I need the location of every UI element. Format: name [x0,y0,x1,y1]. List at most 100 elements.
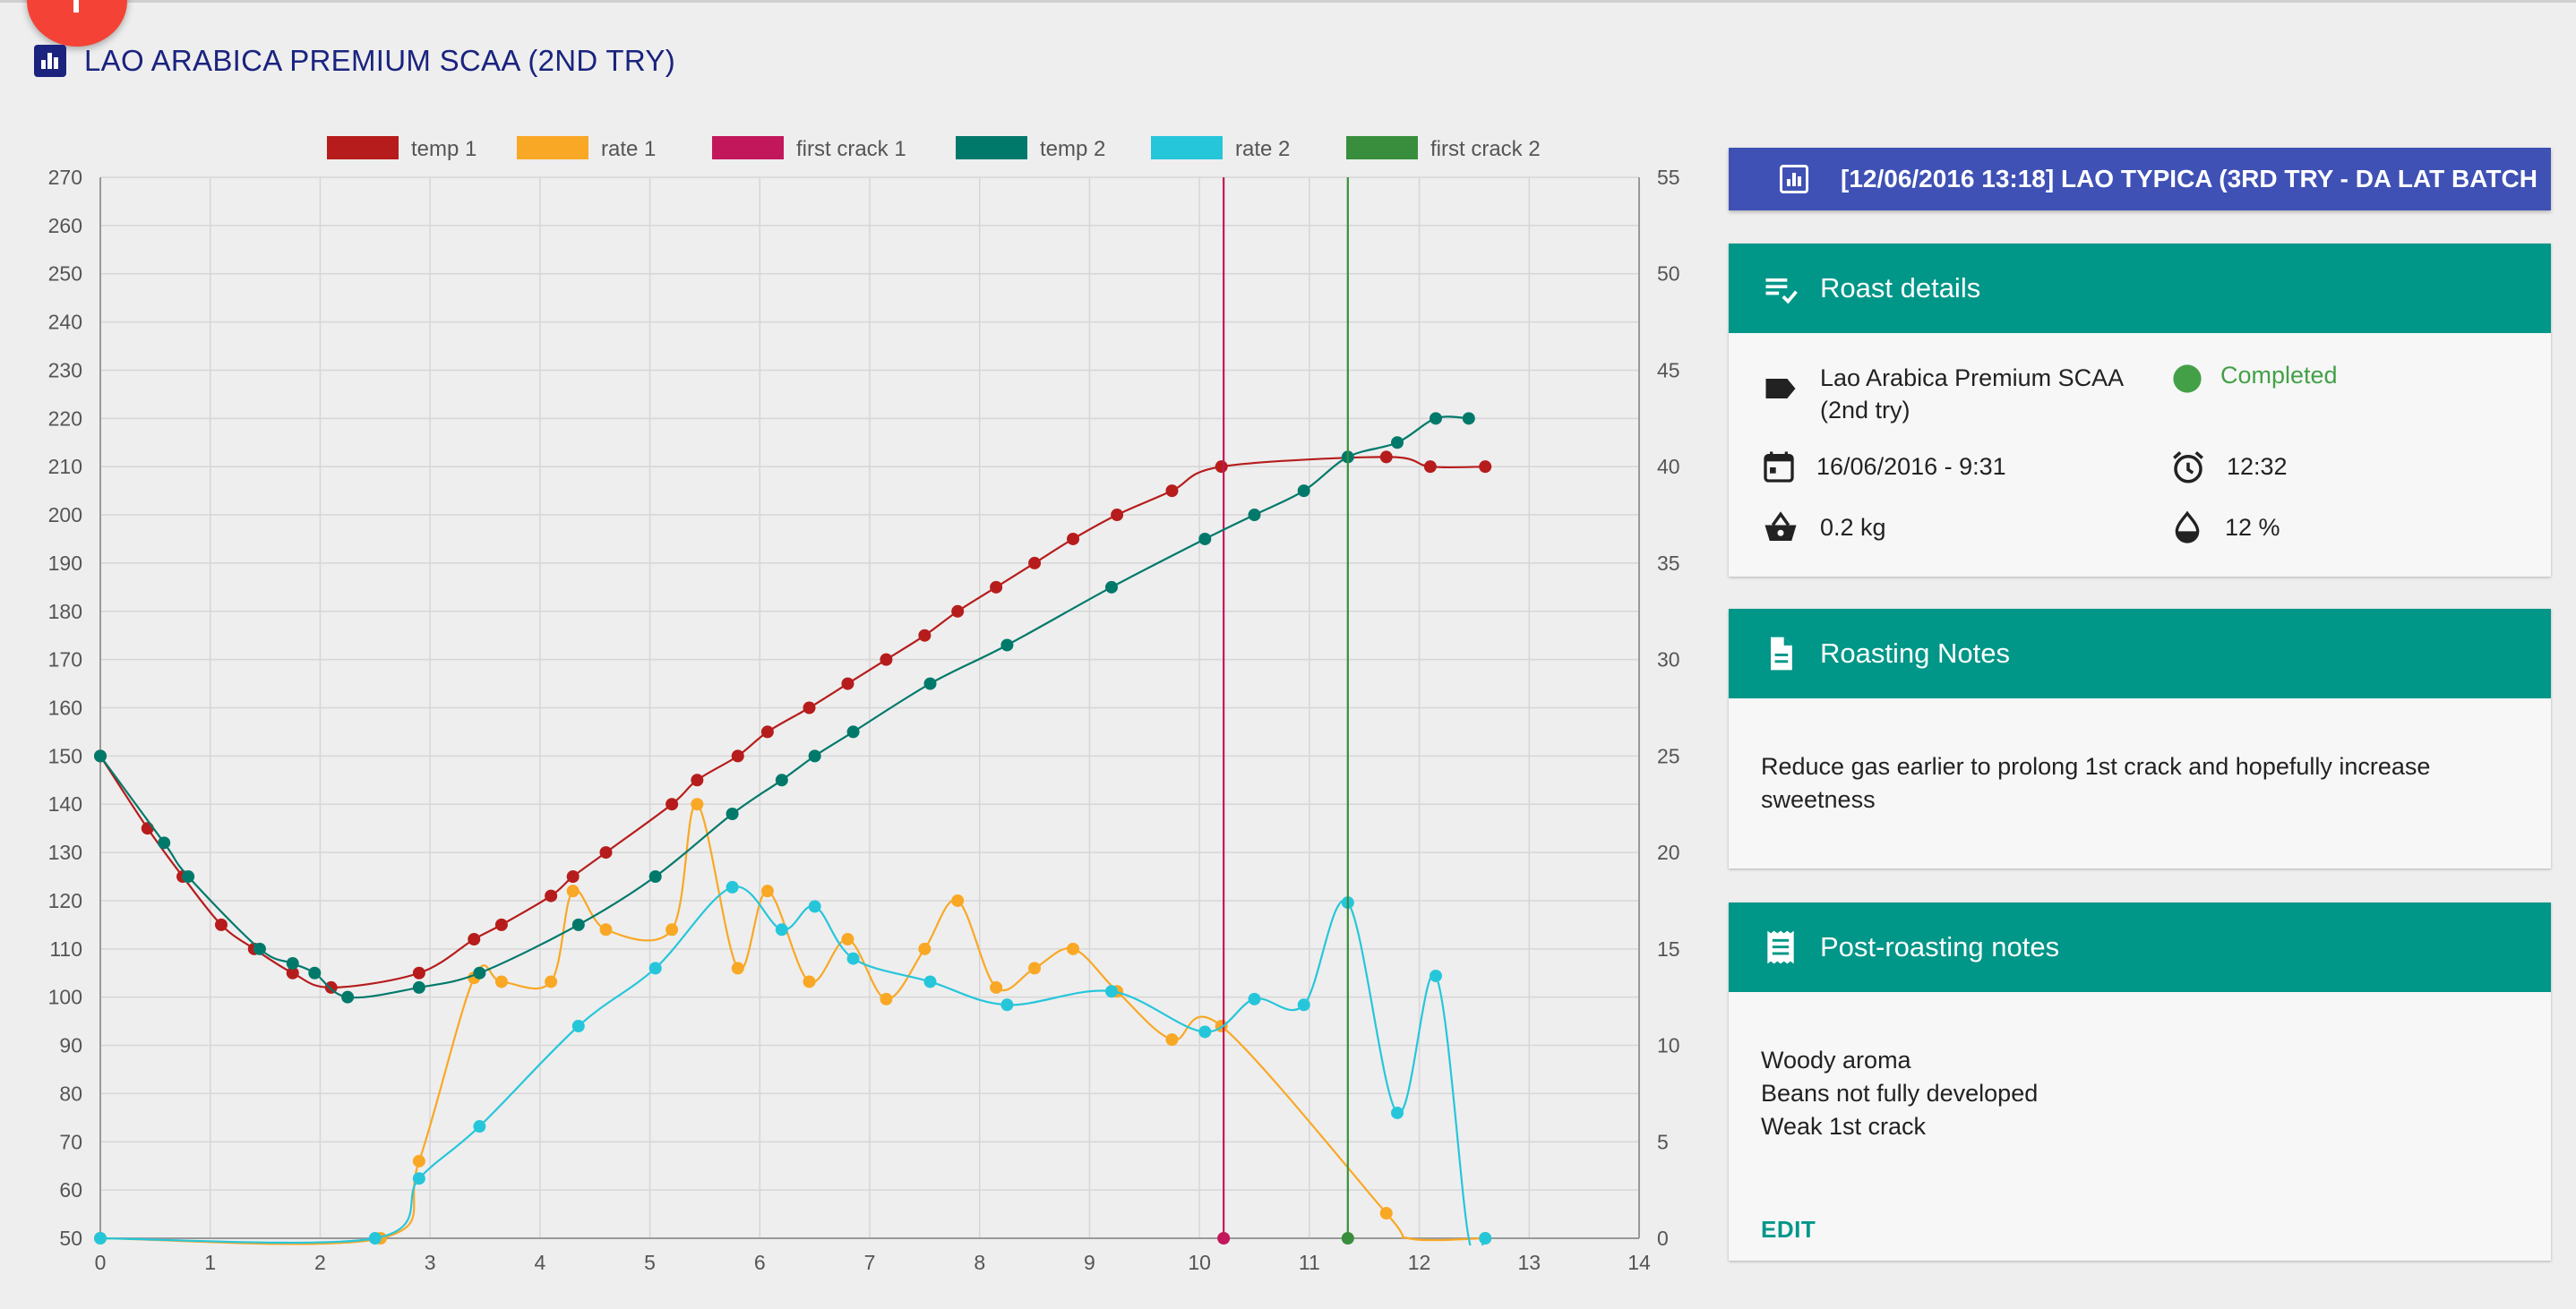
data-point-temp-2 [286,956,299,970]
post-roasting-notes-card: Post-roasting notes Woody aroma Beans no… [1729,903,2551,1261]
data-point-rate-2 [1248,992,1261,1005]
y-left-tick-label: 110 [49,937,82,961]
x-tick-label: 9 [1084,1251,1095,1274]
legend-item: temp 1 [327,136,477,161]
legend-label: rate 1 [601,137,656,161]
data-point-rate-1 [951,894,965,907]
y-left-tick-label: 220 [48,406,82,430]
data-point-rate-1 [566,885,580,898]
y-left-tick-label: 140 [48,792,82,816]
status-dot-icon [2173,364,2202,393]
data-point-temp-1 [691,774,704,787]
x-tick-label: 4 [534,1251,545,1274]
data-point-temp-2 [473,966,486,980]
y-left-tick-label: 130 [48,841,82,864]
data-point-rate-1 [760,885,774,898]
bar-chart-icon [1780,165,1808,193]
data-point-rate-2 [412,1172,425,1185]
roasting-notes-line2: sweetness [1761,786,1876,813]
data-point-temp-2 [158,836,171,850]
series-line-temp-1 [100,456,1486,989]
data-point-rate-2 [648,962,662,975]
data-point-rate-1 [412,1154,425,1168]
basket-icon [1765,511,1797,541]
data-point-rate-2 [1479,1232,1492,1245]
legend-item: first crack 2 [1346,136,1541,161]
bean-row: Lao Arabica Premium SCAA (2nd try) [1761,362,2124,426]
marker-point-first-crack-2 [1341,1232,1354,1245]
y-left-tick-label: 210 [48,455,82,478]
data-point-temp-1 [731,749,744,763]
data-point-rate-2 [1391,1106,1404,1119]
data-point-rate-2 [775,923,788,937]
y-right-tick-label: 5 [1657,1130,1669,1153]
legend-item: rate 2 [1151,136,1290,161]
data-point-rate-1 [918,942,932,955]
data-point-rate-1 [880,992,893,1005]
data-point-temp-1 [599,846,613,860]
edit-notes-button[interactable]: EDIT [1761,1216,1816,1243]
y-left-tick-label: 90 [59,1034,82,1057]
playlist-check-icon [1765,278,1798,304]
chart-series [94,177,1492,1245]
bean-name-line1: Lao Arabica Premium SCAA [1820,364,2125,391]
bean-name-line2: (2nd try) [1820,397,1911,424]
legend-label: temp 2 [1040,137,1105,161]
data-point-temp-2 [1429,412,1442,425]
data-point-rate-2 [726,880,739,894]
add-roast-button[interactable] [27,0,127,47]
chart-grid [99,176,1640,1239]
legend-item: rate 1 [517,136,656,161]
data-point-temp-2 [94,749,107,763]
data-point-temp-1 [468,933,481,946]
data-point-rate-1 [731,962,744,975]
y-left-tick-label: 170 [48,648,82,672]
label-icon [1765,379,1796,398]
y-left-tick-label: 250 [48,262,82,286]
data-point-rate-1 [1028,962,1042,975]
legend-label: rate 2 [1235,137,1290,161]
data-point-temp-1 [494,918,508,931]
y-right-tick-label: 15 [1657,937,1680,961]
status-text: Completed [2220,362,2338,389]
data-point-temp-1 [286,966,299,980]
legend-swatch [712,136,784,159]
x-tick-label: 1 [204,1251,216,1274]
data-point-rate-2 [473,1120,486,1134]
data-point-rate-2 [846,952,860,965]
top-border [0,0,2576,3]
y-right-tick-label: 20 [1657,841,1680,864]
data-point-rate-2 [1104,985,1118,998]
x-tick-label: 10 [1188,1251,1211,1274]
y-right-tick-label: 25 [1657,744,1680,767]
series-line-rate-1 [100,803,1486,1245]
y-left-tick-label: 120 [48,889,82,912]
legend-swatch [1151,136,1223,159]
data-point-rate-1 [803,975,816,988]
page-header: LAO ARABICA PREMIUM SCAA (2ND TRY) [34,43,675,79]
page-title: LAO ARABICA PREMIUM SCAA (2ND TRY) [84,44,675,77]
data-point-rate-1 [1165,1033,1179,1047]
data-point-temp-1 [1379,450,1393,464]
data-point-temp-1 [880,653,893,666]
y-right-tick-label: 10 [1657,1034,1680,1057]
data-point-rate-1 [841,933,854,946]
data-point-temp-1 [1111,509,1124,522]
roast-date: 16/06/2016 - 9:31 [1816,453,2006,480]
moisture-value: 12 % [2225,514,2280,541]
data-point-temp-2 [253,942,266,955]
chart-axes: 0 1 2 3 4 5 6 7 8 9 10 11 12 13 1450607080901001101201… [48,166,1680,1274]
y-left-tick-label: 50 [59,1227,82,1250]
y-right-tick-label: 40 [1657,455,1680,478]
roast-details-card: Roast details Lao Arabica Premium SCAA (… [1729,244,2551,577]
data-point-rate-2 [923,975,937,988]
x-tick-label: 14 [1627,1251,1651,1274]
data-point-temp-1 [412,966,425,980]
data-point-temp-1 [1479,460,1492,474]
roast-details-title: Roast details [1820,272,1981,304]
comparison-roast-tooltip[interactable]: [12/06/2016 13:18] LAO TYPICA (3RD TRY -… [1729,148,2551,210]
roast-weight: 0.2 kg [1820,514,1886,541]
y-left-tick-label: 160 [48,697,82,720]
data-point-rate-1 [494,975,508,988]
roasting-notes-body: Reduce gas earlier to prolong 1st crack … [1729,698,2551,817]
